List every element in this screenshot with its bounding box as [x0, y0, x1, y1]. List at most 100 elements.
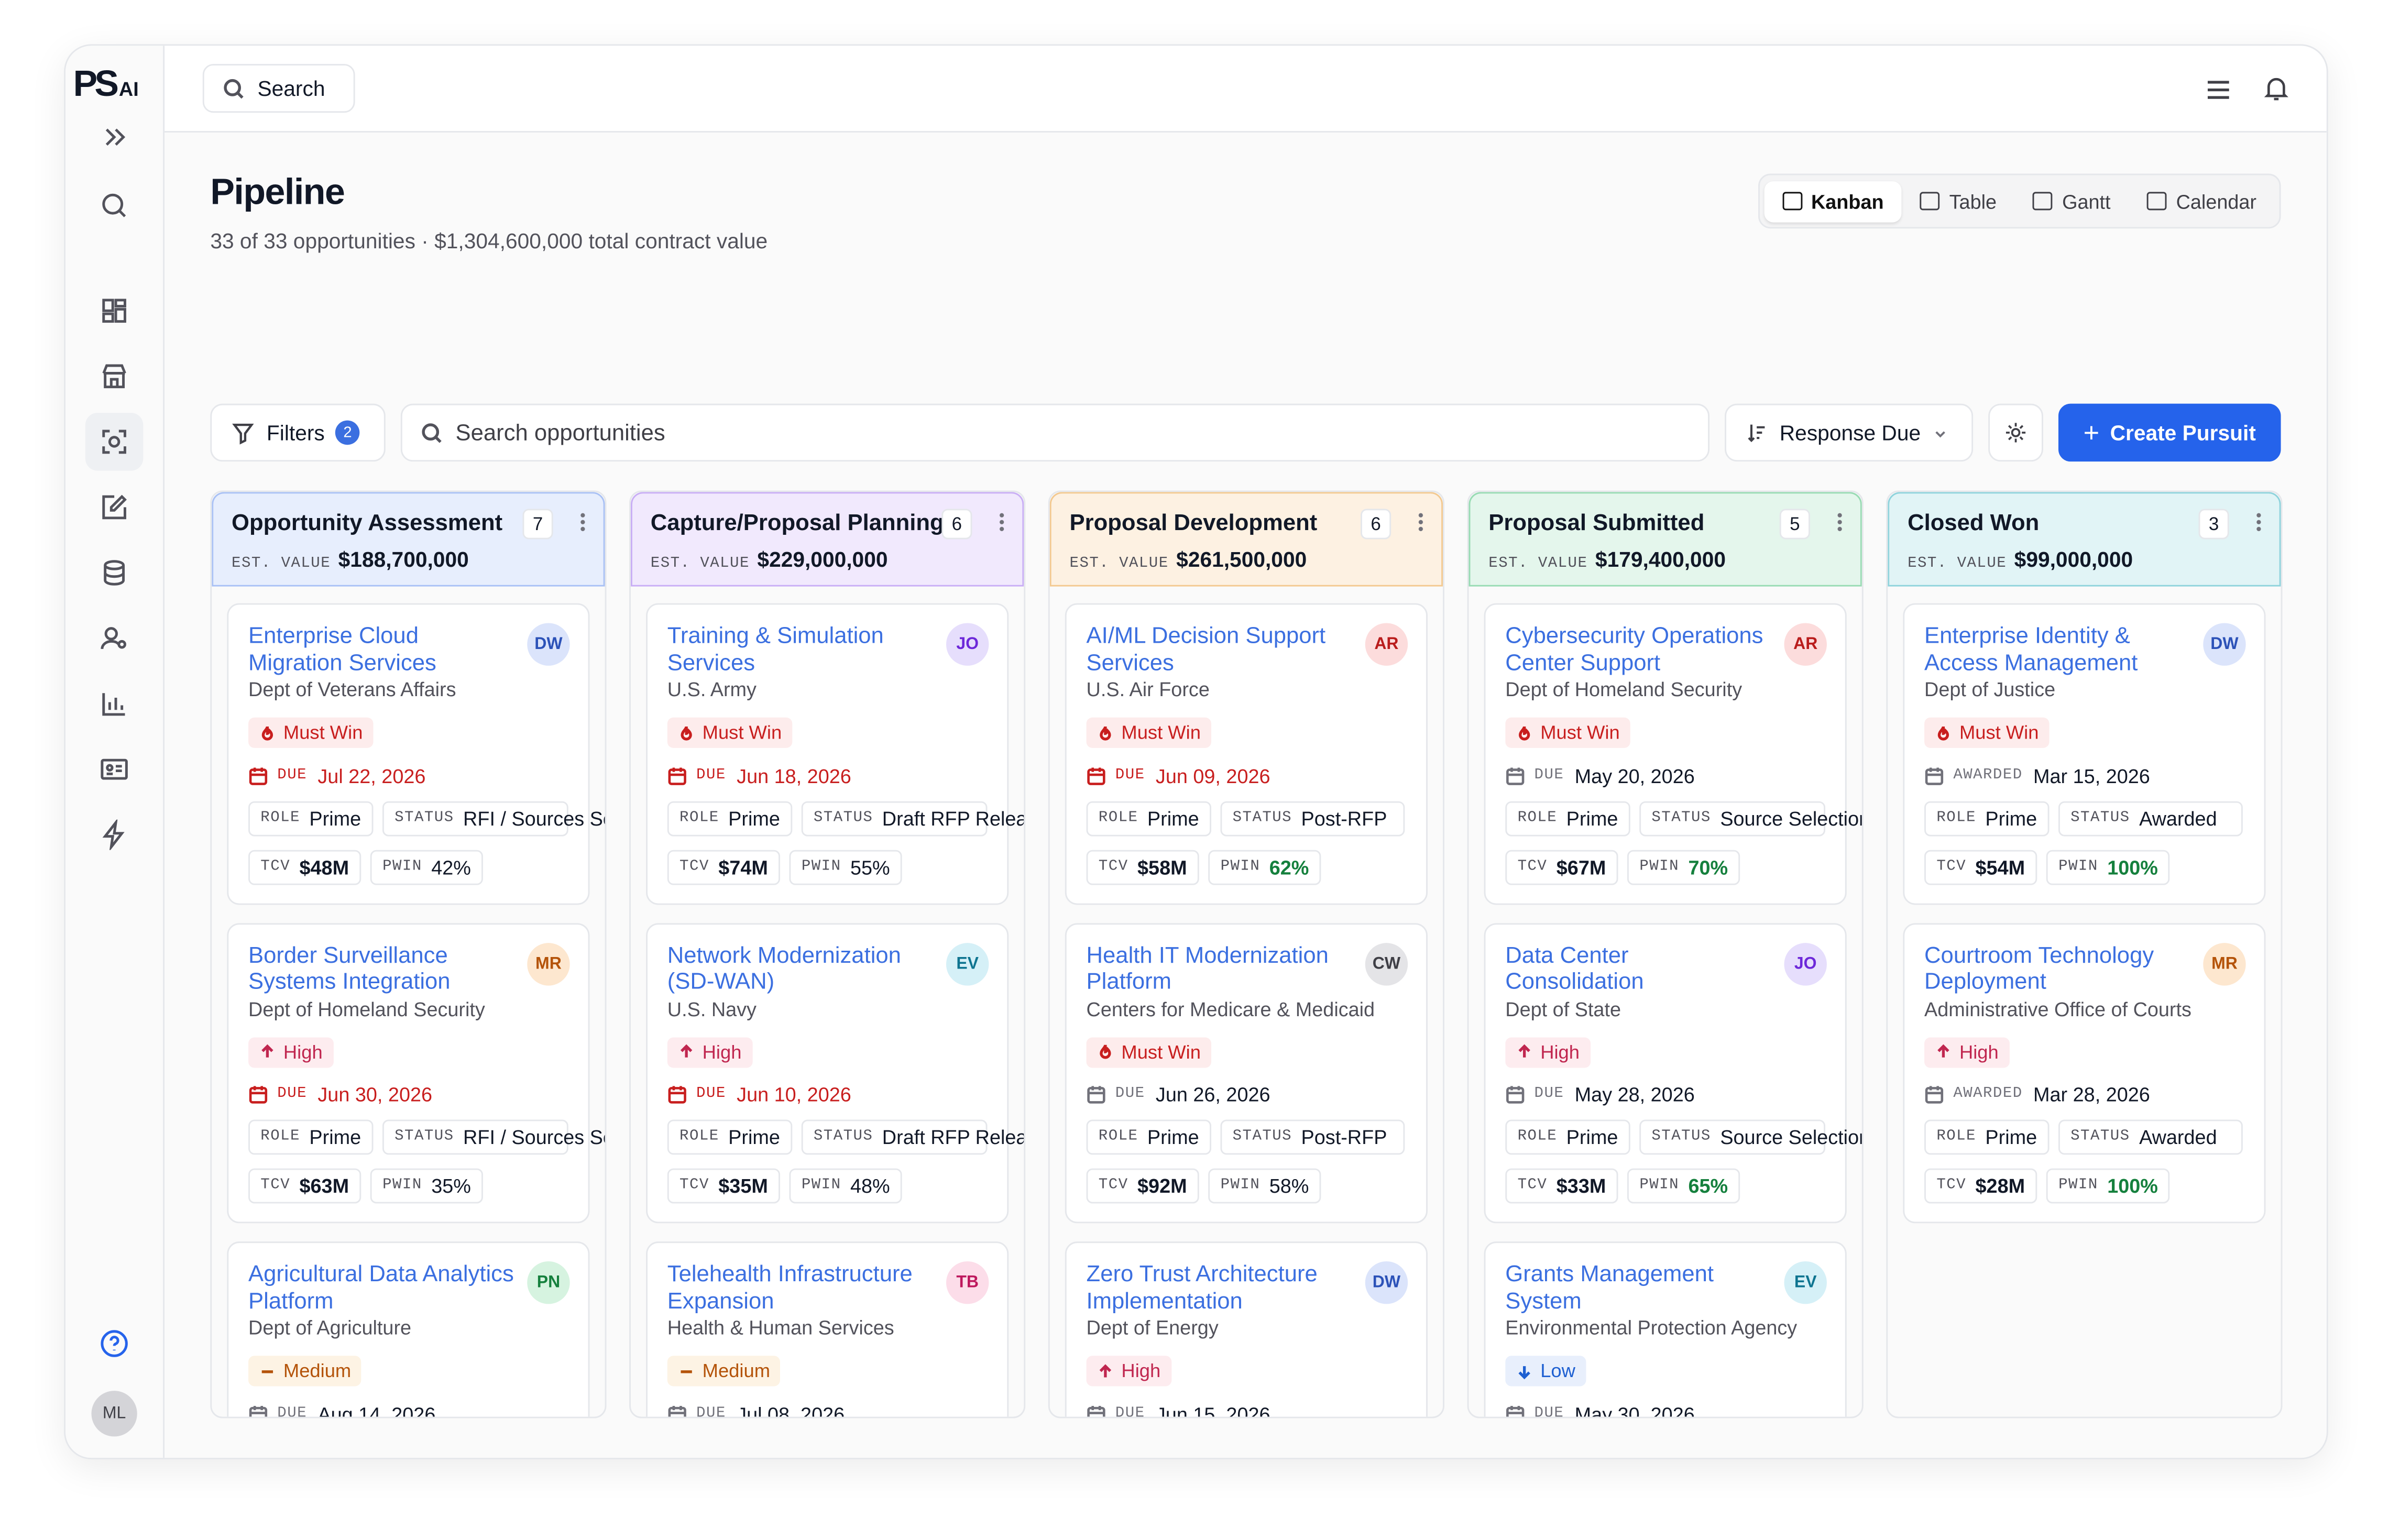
global-search[interactable]: Search	[202, 64, 355, 113]
date-label: DUE	[1534, 767, 1564, 784]
nav-store[interactable]	[85, 347, 144, 405]
card-title[interactable]: Grants Management System	[1505, 1261, 1714, 1314]
tcv-value: $58M	[1137, 855, 1187, 878]
status-value: Post-RFP	[1301, 1126, 1387, 1149]
column-count: 3	[2198, 509, 2229, 540]
sort-select[interactable]: Response Due	[1725, 403, 1974, 462]
opportunity-card[interactable]: Telehealth Infrastructure Expansion TB Hea…	[646, 1241, 1009, 1417]
pwin-label: PWIN	[1639, 858, 1680, 875]
role-pill: ROLE Prime	[1086, 800, 1211, 836]
date-value: Mar 28, 2026	[2033, 1083, 2150, 1106]
opportunity-card[interactable]: Training & Simulation Services JO U.S. Arm…	[646, 603, 1024, 905]
opportunity-card[interactable]: Cybersecurity Operations Center Support A…	[1484, 603, 1862, 905]
card-title[interactable]: Courtroom Technology Deployment	[1924, 942, 2154, 995]
date-row: DUE Jun 30, 2026	[248, 1083, 568, 1106]
meta-row: ROLE Prime STATUS RFI / Sources Sought	[248, 800, 605, 836]
card-title[interactable]: Training & Simulation Services	[667, 623, 884, 676]
pwin-label: PWIN	[801, 858, 841, 875]
column-menu[interactable]	[999, 512, 1004, 532]
opportunity-card[interactable]: Zero Trust Architecture Implementation DW…	[1065, 1241, 1428, 1417]
card-title[interactable]: Enterprise Identity & Access Management	[1924, 623, 2138, 676]
filters-label: Filters	[266, 420, 325, 445]
opportunity-card[interactable]: Enterprise Identity & Access Management D…	[1903, 603, 2266, 905]
card-title[interactable]: Cybersecurity Operations Center Support	[1505, 623, 1763, 676]
tcv-label: TCV	[1098, 858, 1128, 875]
opportunity-card[interactable]: Border Surveillance Systems Integration M…	[227, 922, 605, 1224]
column-header: Proposal Development 6 EST. VALUE $261,500,…	[1049, 492, 1443, 587]
view-tab[interactable]: Table	[1902, 181, 2014, 222]
date-row: AWARDED Mar 28, 2026	[1924, 1083, 2244, 1106]
date-row: AWARDED Mar 15, 2026	[1924, 764, 2244, 787]
nav-automation[interactable]	[85, 806, 144, 864]
priority-label: Must Win	[1121, 1041, 1201, 1063]
est-value-label: EST. VALUE	[650, 556, 750, 573]
agency: Environmental Protection Agency	[1505, 1316, 1798, 1339]
role-value: Prime	[309, 806, 361, 830]
create-pursuit-button[interactable]: + Create Pursuit	[2058, 403, 2281, 462]
view-tab[interactable]: Kanban	[1763, 180, 1902, 222]
opportunity-card[interactable]: Network Modernization (SD-WAN) EV U.S. Nav…	[646, 922, 1024, 1224]
priority-badge: High	[667, 1037, 752, 1068]
value-row: TCV $28M PWIN 100%	[1924, 1168, 2244, 1204]
card-title[interactable]: Enterprise Cloud Migration Services	[248, 623, 436, 676]
column-value: EST. VALUE $229,000,000	[651, 547, 1004, 573]
priority-badge: High	[1086, 1356, 1171, 1387]
status-label: STATUS	[394, 809, 454, 827]
owner-avatar: AR	[1784, 623, 1827, 666]
menu-button[interactable]	[2205, 76, 2232, 103]
opportunity-card[interactable]: Health IT Modernization Platform CW Center…	[1065, 922, 1428, 1224]
card-title[interactable]: Health IT Modernization Platform	[1086, 942, 1329, 995]
role-label: ROLE	[680, 809, 719, 827]
priority-label: Medium	[283, 1360, 352, 1382]
nav-edit[interactable]	[85, 478, 144, 536]
opportunity-card[interactable]: Agricultural Data Analytics Platform PN De…	[227, 1241, 590, 1417]
status-label: STATUS	[2070, 1128, 2130, 1146]
card-title[interactable]: Agricultural Data Analytics Platform	[248, 1261, 514, 1314]
view-tab[interactable]: Calendar	[2129, 181, 2275, 222]
card-title[interactable]: Zero Trust Architecture Implementation	[1086, 1261, 1318, 1314]
priority-label: High	[283, 1041, 323, 1063]
date-value: Jun 18, 2026	[737, 764, 851, 787]
expand-button[interactable]	[85, 119, 144, 156]
tcv-pill: TCV $28M	[1924, 1168, 2037, 1204]
card-title[interactable]: AI/ML Decision Support Services	[1086, 623, 1326, 676]
card-title[interactable]: Border Surveillance Systems Integration	[248, 942, 451, 995]
card-title[interactable]: Data Center Consolidation	[1505, 942, 1644, 995]
help-button[interactable]	[85, 1315, 144, 1373]
opportunity-card[interactable]: AI/ML Decision Support Services AR U.S. Ai…	[1065, 603, 1428, 905]
owner-avatar: TB	[946, 1261, 989, 1304]
opportunity-card[interactable]: Grants Management System EV Environmental …	[1484, 1241, 1847, 1417]
nav-contacts[interactable]	[85, 740, 144, 798]
role-pill: ROLE Prime	[248, 1119, 374, 1155]
card-title[interactable]: Network Modernization (SD-WAN)	[667, 942, 901, 995]
nav-database[interactable]	[85, 544, 144, 602]
view-label: Kanban	[1811, 190, 1884, 213]
pwin-pill: PWIN 62%	[1208, 849, 1321, 885]
meta-row: ROLE Prime STATUS Awarded	[1924, 1119, 2244, 1155]
user-avatar[interactable]: ML	[91, 1391, 137, 1437]
opportunity-card[interactable]: Data Center Consolidation JO Dept of State…	[1484, 922, 1862, 1224]
tcv-pill: TCV $33M	[1505, 1168, 1618, 1204]
view-tab[interactable]: Gantt	[2015, 181, 2129, 222]
nav-dashboard[interactable]	[85, 282, 144, 340]
opportunity-card[interactable]: Courtroom Technology Deployment MR Adminis…	[1903, 922, 2266, 1224]
nav-reports[interactable]	[85, 675, 144, 733]
opportunity-search[interactable]: Search opportunities	[400, 403, 1710, 462]
nav-pipeline[interactable]	[85, 413, 144, 471]
settings-button[interactable]	[1988, 403, 2043, 462]
status-value: RFI / Sources Sought	[463, 806, 605, 830]
meta-row: ROLE Prime STATUS Source Selection	[1505, 800, 1862, 836]
card-title[interactable]: Telehealth Infrastructure Expansion	[667, 1261, 913, 1314]
nav-users[interactable]	[85, 609, 144, 667]
filters-button[interactable]: Filters 2	[210, 403, 386, 462]
column-menu[interactable]	[1837, 512, 1843, 532]
column-menu[interactable]	[2256, 512, 2261, 532]
column-menu[interactable]	[580, 512, 585, 532]
column-menu[interactable]	[1418, 512, 1423, 532]
date-row: DUE Jul 08, 2026	[667, 1402, 988, 1417]
notifications-button[interactable]	[2263, 75, 2290, 102]
nav-search[interactable]	[85, 177, 144, 235]
role-value: Prime	[1985, 1126, 2037, 1149]
opportunity-card[interactable]: Enterprise Cloud Migration Services DW Dep…	[227, 603, 605, 905]
